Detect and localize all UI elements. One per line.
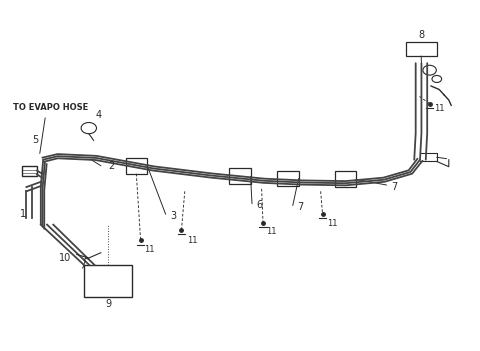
Text: 4: 4 bbox=[96, 110, 102, 120]
Text: 7: 7 bbox=[298, 202, 304, 212]
Text: 5: 5 bbox=[33, 135, 39, 145]
Text: 3: 3 bbox=[170, 211, 177, 221]
Text: 11: 11 bbox=[144, 245, 155, 254]
Text: 7: 7 bbox=[391, 182, 397, 192]
Text: 9: 9 bbox=[105, 299, 111, 309]
Bar bbox=[406, 42, 437, 56]
Text: 6: 6 bbox=[257, 200, 263, 210]
Bar bbox=[277, 171, 299, 186]
Bar bbox=[84, 265, 132, 297]
Text: 11: 11 bbox=[434, 104, 445, 113]
Text: 8: 8 bbox=[419, 30, 424, 40]
Text: 2: 2 bbox=[108, 161, 114, 171]
Bar bbox=[335, 171, 356, 187]
Bar bbox=[22, 166, 37, 176]
Text: 11: 11 bbox=[266, 227, 277, 236]
Text: 11: 11 bbox=[327, 219, 338, 228]
Text: 1: 1 bbox=[20, 209, 26, 219]
Text: TO EVAPO HOSE: TO EVAPO HOSE bbox=[13, 102, 89, 112]
Text: 11: 11 bbox=[187, 236, 198, 245]
Bar bbox=[229, 168, 251, 184]
Text: 10: 10 bbox=[59, 253, 71, 263]
Bar bbox=[126, 158, 147, 174]
